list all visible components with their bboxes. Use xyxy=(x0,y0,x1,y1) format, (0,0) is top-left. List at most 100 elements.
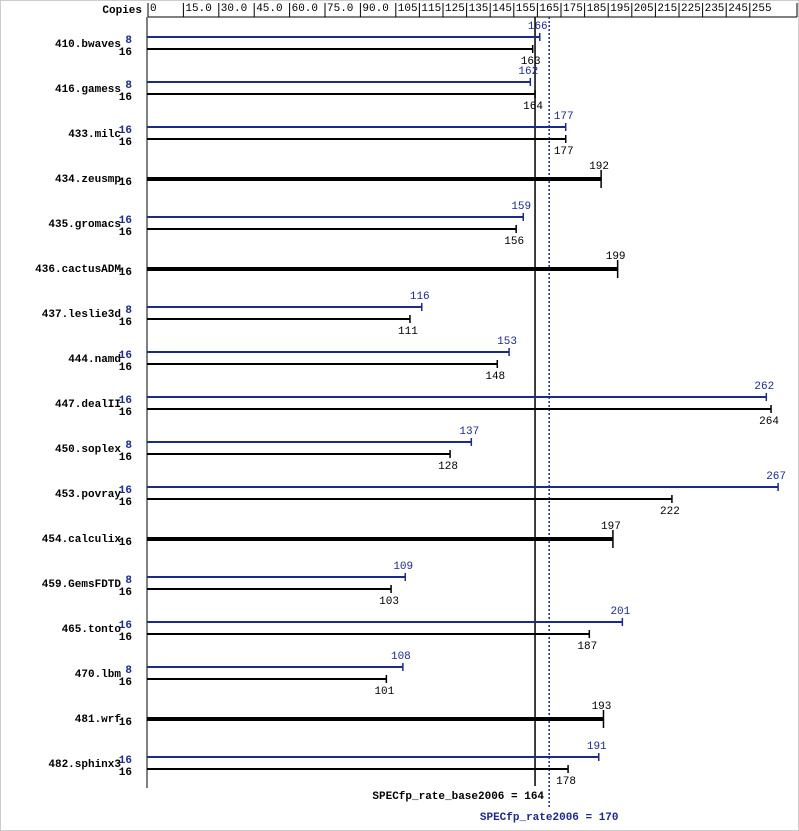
value-label: 137 xyxy=(459,426,479,438)
x-tick-label: 215 xyxy=(657,3,677,15)
value-label: 191 xyxy=(587,741,607,753)
value-label: 166 xyxy=(528,21,548,33)
copies-label: 16 xyxy=(119,47,132,59)
benchmark-name: 436.cactusADM xyxy=(35,264,121,276)
copies-label: 16 xyxy=(119,215,132,227)
benchmark-name: 437.leslie3d xyxy=(42,309,121,321)
value-label: 156 xyxy=(504,236,524,248)
x-tick-label: 145 xyxy=(492,3,512,15)
copies-label: 8 xyxy=(125,35,132,47)
benchmark-name: 434.zeusmp xyxy=(55,174,121,186)
value-label: 153 xyxy=(497,336,517,348)
value-label: 187 xyxy=(577,641,597,653)
copies-label: 16 xyxy=(119,537,132,549)
benchmark-name: 465.tonto xyxy=(62,624,122,636)
copies-label: 16 xyxy=(119,485,132,497)
benchmark-name: 444.namd xyxy=(68,354,121,366)
copies-label: 16 xyxy=(119,177,132,189)
benchmark-name: 416.gamess xyxy=(55,84,121,96)
x-tick-label: 90.0 xyxy=(362,3,388,15)
benchmark-name: 435.gromacs xyxy=(48,219,121,231)
copies-label: 16 xyxy=(119,317,132,329)
copies-label: 16 xyxy=(119,350,132,362)
value-label: 116 xyxy=(410,291,430,303)
copies-label: 8 xyxy=(125,305,132,317)
x-tick-label: 185 xyxy=(587,3,607,15)
value-label: 262 xyxy=(754,381,774,393)
copies-label: 16 xyxy=(119,452,132,464)
benchmark-name: 433.milc xyxy=(68,129,121,141)
benchmark-name: 453.povray xyxy=(55,489,121,501)
copies-label: 16 xyxy=(119,137,132,149)
copies-label: 8 xyxy=(125,80,132,92)
value-label: 109 xyxy=(393,561,413,573)
x-tick-label: 105 xyxy=(398,3,418,15)
value-label: 128 xyxy=(438,461,458,473)
x-tick-label: 115 xyxy=(421,3,441,15)
x-tick-label: 255 xyxy=(752,3,772,15)
copies-label: 16 xyxy=(119,632,132,644)
copies-label: 16 xyxy=(119,362,132,374)
copies-label: 8 xyxy=(125,440,132,452)
value-label: 201 xyxy=(610,606,630,618)
value-label: 164 xyxy=(523,101,543,113)
x-tick-label: 155 xyxy=(516,3,536,15)
value-label: 163 xyxy=(521,56,541,68)
value-label: 148 xyxy=(485,371,505,383)
benchmark-name: 481.wrf xyxy=(75,714,122,726)
copies-label: 16 xyxy=(119,395,132,407)
value-label: 264 xyxy=(759,416,779,428)
copies-label: 8 xyxy=(125,665,132,677)
reference-label: SPECfp_rate2006 = 170 xyxy=(480,812,619,824)
copies-label: 16 xyxy=(119,497,132,509)
benchmark-name: 447.dealII xyxy=(55,399,121,411)
copies-label: 16 xyxy=(119,227,132,239)
copies-label: 16 xyxy=(119,767,132,779)
copies-label: 16 xyxy=(119,407,132,419)
x-tick-label: 75.0 xyxy=(327,3,353,15)
benchmark-name: 450.soplex xyxy=(55,444,121,456)
x-tick-label: 15.0 xyxy=(185,3,211,15)
x-tick-label: 175 xyxy=(563,3,583,15)
copies-header: Copies xyxy=(102,5,142,17)
value-label: 101 xyxy=(374,686,394,698)
value-label: 193 xyxy=(592,701,612,713)
value-label: 177 xyxy=(554,111,574,123)
value-label: 267 xyxy=(766,471,786,483)
value-label: 199 xyxy=(606,251,626,263)
benchmark-name: 410.bwaves xyxy=(55,39,121,51)
x-tick-label: 195 xyxy=(610,3,630,15)
copies-label: 16 xyxy=(119,620,132,632)
x-tick-label: 165 xyxy=(539,3,559,15)
copies-label: 16 xyxy=(119,677,132,689)
value-label: 197 xyxy=(601,521,621,533)
value-label: 192 xyxy=(589,161,609,173)
reference-label: SPECfp_rate_base2006 = 164 xyxy=(372,791,544,803)
benchmark-name: 482.sphinx3 xyxy=(48,759,121,771)
copies-label: 16 xyxy=(119,125,132,137)
copies-label: 16 xyxy=(119,587,132,599)
copies-label: 16 xyxy=(119,755,132,767)
value-label: 108 xyxy=(391,651,411,663)
value-label: 159 xyxy=(511,201,531,213)
copies-label: 16 xyxy=(119,92,132,104)
benchmark-name: 470.lbm xyxy=(75,669,122,681)
x-tick-label: 45.0 xyxy=(256,3,282,15)
x-tick-label: 235 xyxy=(705,3,725,15)
copies-label: 8 xyxy=(125,575,132,587)
value-label: 177 xyxy=(554,146,574,158)
x-tick-label: 30.0 xyxy=(221,3,247,15)
copies-label: 16 xyxy=(119,717,132,729)
x-tick-label: 225 xyxy=(681,3,701,15)
x-tick-label: 135 xyxy=(469,3,489,15)
value-label: 103 xyxy=(379,596,399,608)
x-tick-label: 245 xyxy=(728,3,748,15)
x-tick-label: 125 xyxy=(445,3,465,15)
value-label: 162 xyxy=(518,66,538,78)
x-tick-label: 205 xyxy=(634,3,654,15)
x-tick-label: 60.0 xyxy=(292,3,318,15)
benchmark-name: 459.GemsFDTD xyxy=(42,579,122,591)
value-label: 111 xyxy=(398,326,418,338)
value-label: 222 xyxy=(660,506,680,518)
